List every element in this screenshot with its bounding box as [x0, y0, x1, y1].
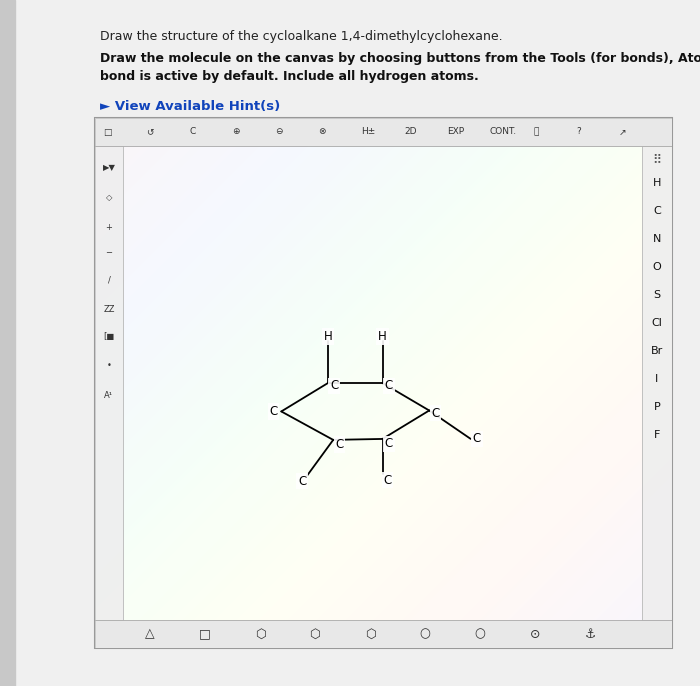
Text: C: C	[653, 206, 661, 216]
Text: ⊙: ⊙	[530, 628, 540, 641]
Text: N: N	[653, 234, 662, 244]
Text: C: C	[473, 432, 481, 445]
Text: □: □	[103, 128, 111, 137]
Text: •: •	[106, 362, 111, 370]
Text: O: O	[652, 262, 662, 272]
Text: S: S	[653, 290, 661, 300]
Text: EXP: EXP	[447, 128, 464, 137]
Text: F: F	[654, 430, 660, 440]
Text: [■: [■	[104, 331, 115, 340]
Bar	[95, 118, 672, 146]
Text: Draw the molecule on the canvas by choosing buttons from the Tools (for bonds), : Draw the molecule on the canvas by choos…	[100, 52, 700, 83]
Text: I: I	[655, 374, 659, 384]
Text: C: C	[384, 379, 393, 392]
Text: Br: Br	[651, 346, 663, 356]
Text: ○: ○	[419, 628, 430, 641]
Text: H: H	[653, 178, 662, 188]
Text: Draw the structure of the cycloalkane 1,4-dimethylcyclohexane.: Draw the structure of the cycloalkane 1,…	[100, 30, 503, 43]
Text: C: C	[335, 438, 344, 451]
Text: 2D: 2D	[404, 128, 416, 137]
Text: ⓘ: ⓘ	[533, 128, 538, 137]
Text: H: H	[378, 330, 387, 343]
Text: ⚓: ⚓	[584, 628, 596, 641]
Text: −: −	[106, 248, 113, 257]
Text: ◇: ◇	[106, 193, 112, 202]
Text: +: +	[106, 224, 113, 233]
Text: ▶▼: ▶▼	[102, 163, 116, 172]
Text: ?: ?	[576, 128, 581, 137]
Text: A¹: A¹	[104, 392, 113, 401]
Text: /: /	[108, 276, 111, 285]
Bar	[95, 146, 123, 620]
Text: C: C	[298, 475, 306, 488]
Text: H±: H±	[361, 128, 375, 137]
Text: ⊖: ⊖	[275, 128, 283, 137]
Text: C: C	[330, 379, 338, 392]
Text: △: △	[145, 628, 155, 641]
Bar	[95, 620, 672, 648]
Text: ⊗: ⊗	[318, 128, 326, 137]
Text: □: □	[199, 628, 211, 641]
Text: ► View Available Hint(s): ► View Available Hint(s)	[100, 100, 280, 113]
Text: H: H	[323, 330, 332, 343]
Text: C: C	[189, 128, 195, 137]
Text: ↗: ↗	[619, 128, 626, 137]
Text: C: C	[384, 437, 393, 450]
Text: ⬡: ⬡	[365, 628, 375, 641]
Text: ↺: ↺	[146, 128, 153, 137]
Text: P: P	[654, 402, 660, 412]
Text: ZZ: ZZ	[104, 305, 115, 314]
Bar	[642, 146, 672, 620]
Text: ○: ○	[475, 628, 485, 641]
Text: C: C	[431, 407, 440, 420]
Text: ⬡: ⬡	[309, 628, 321, 641]
Text: ⠿: ⠿	[652, 154, 662, 167]
Text: ⊕: ⊕	[232, 128, 239, 137]
Text: Cl: Cl	[652, 318, 662, 328]
Text: CONT.: CONT.	[490, 128, 517, 137]
Text: C: C	[384, 473, 392, 486]
Text: C: C	[270, 405, 278, 418]
Text: ⬡: ⬡	[255, 628, 265, 641]
Bar	[95, 118, 672, 648]
Bar	[0, 0, 15, 686]
